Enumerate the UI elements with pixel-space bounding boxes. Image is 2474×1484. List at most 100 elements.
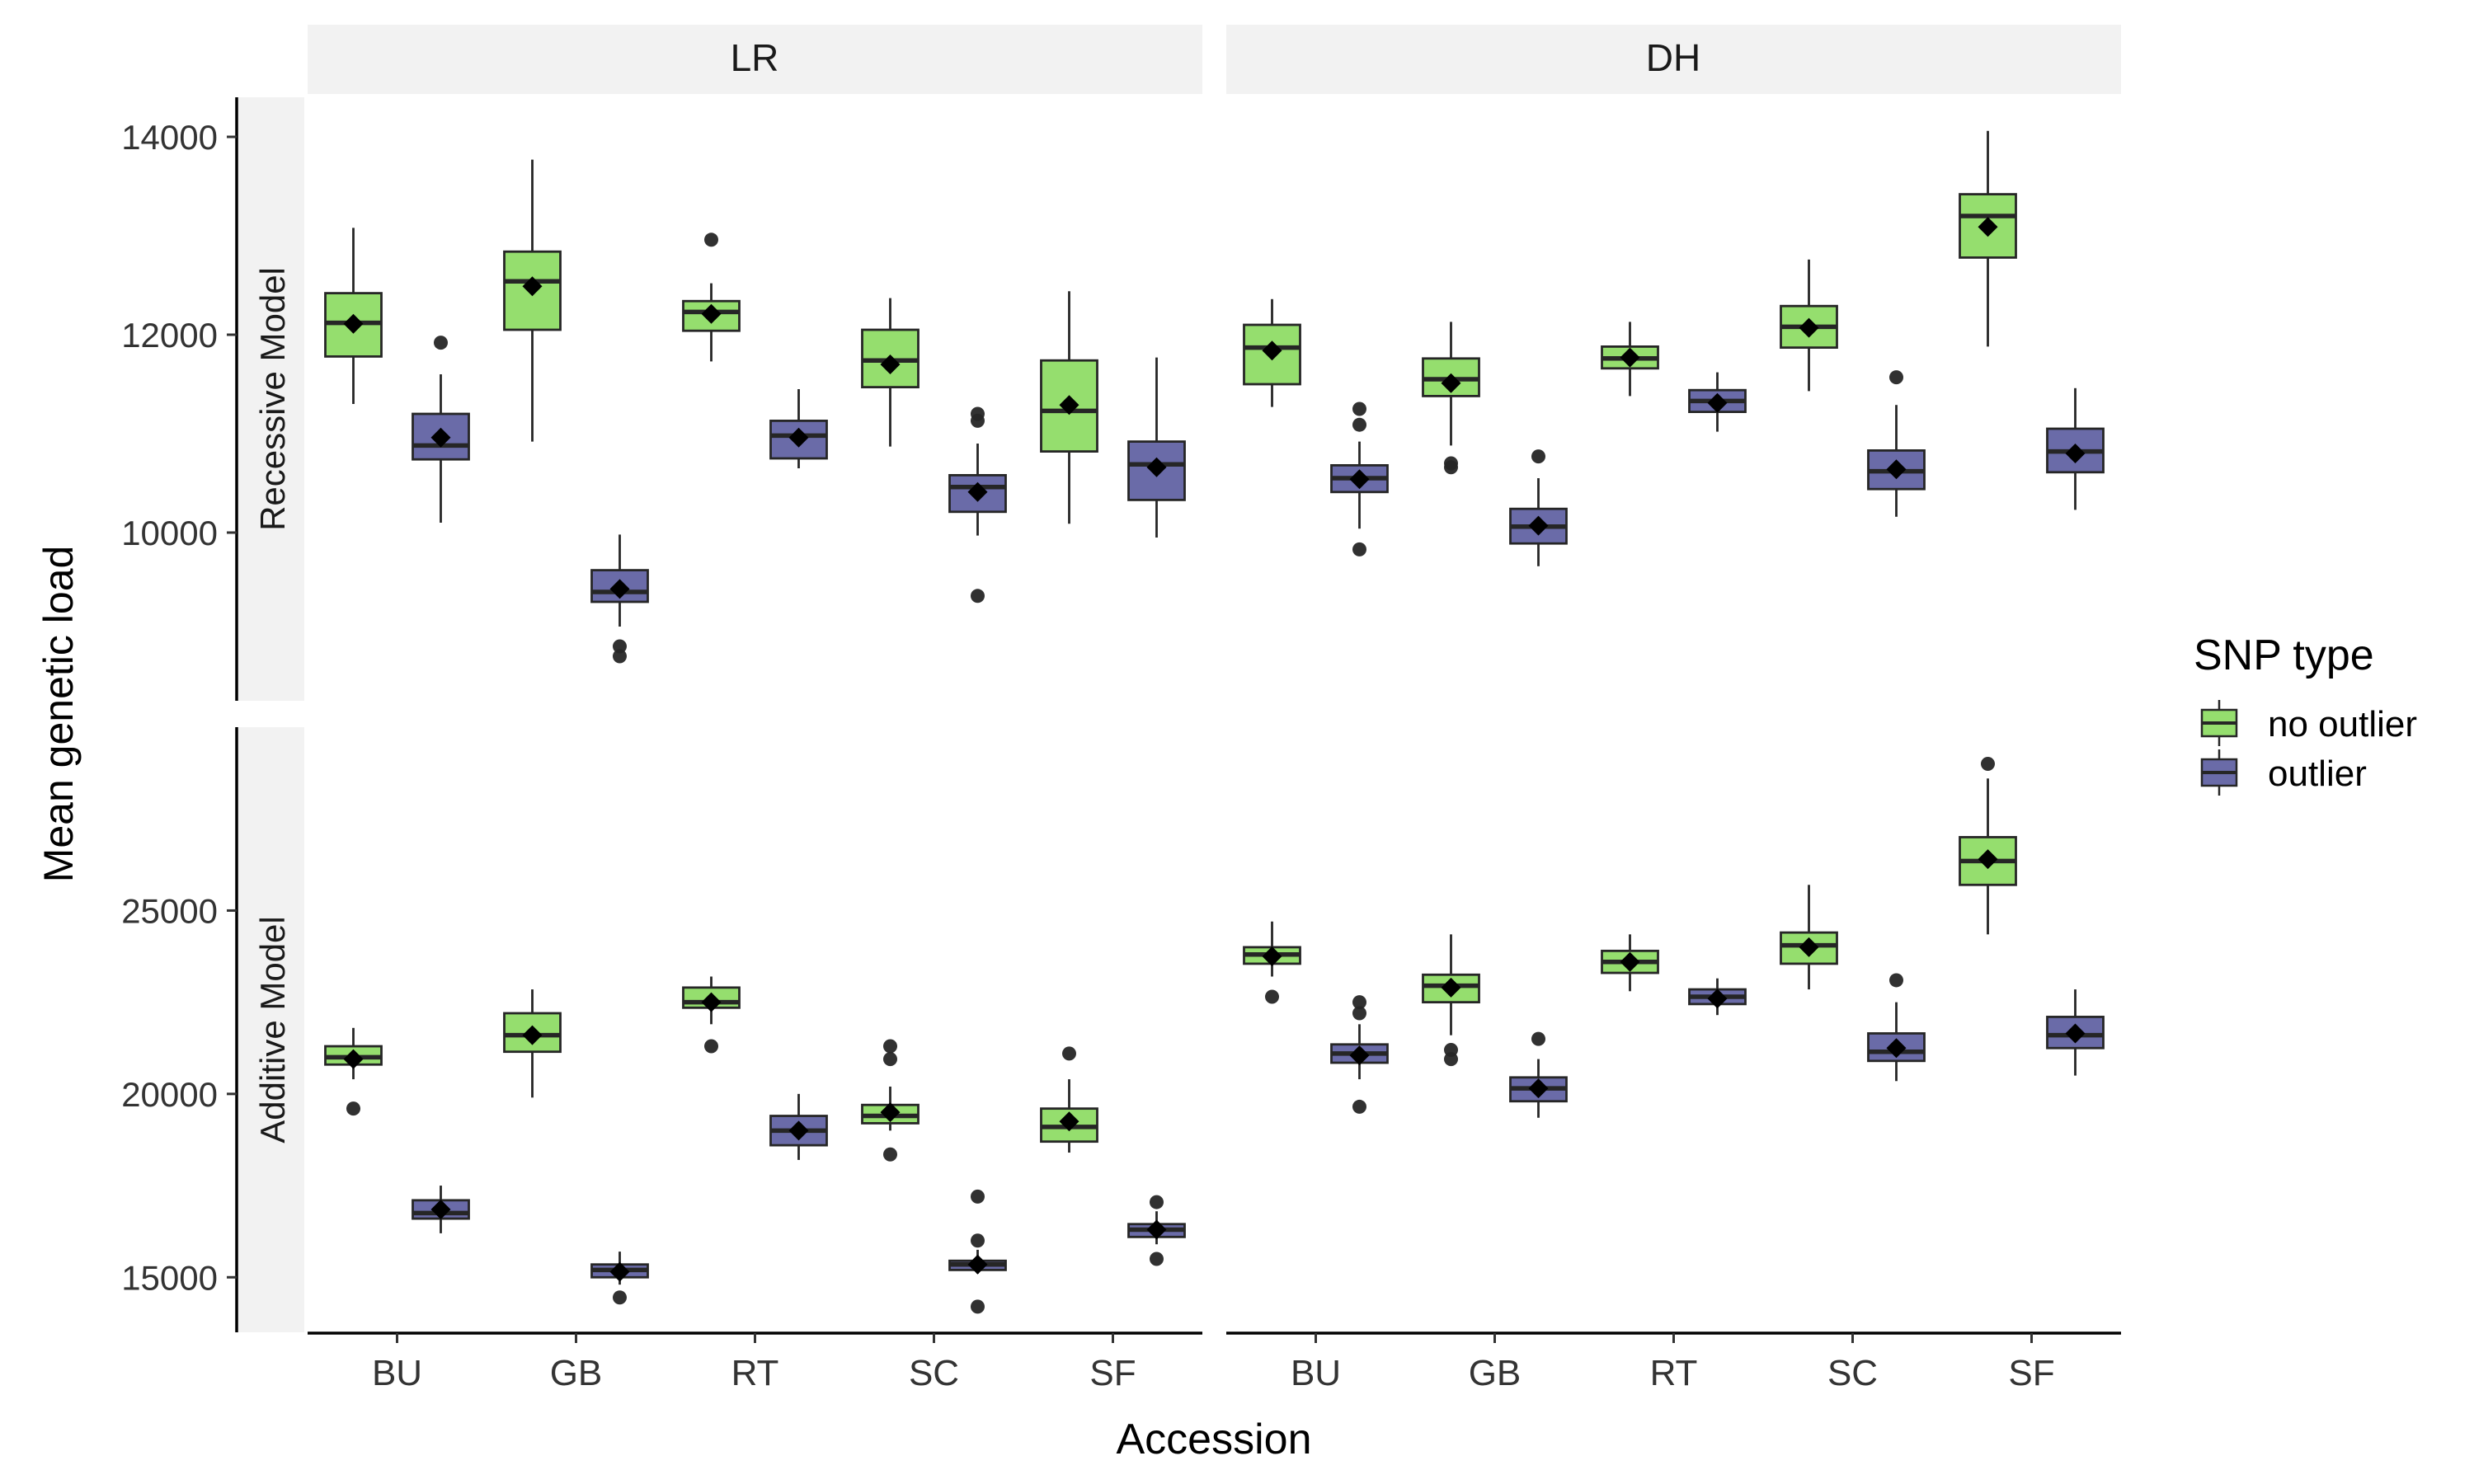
box-dh-additive-bu-outlier-outlier-2 (1352, 1099, 1366, 1114)
box-dh-additive-bu-no-outlier-mean (1262, 946, 1282, 967)
box-lr-additive-sc-outlier-mean (967, 1254, 988, 1275)
x-tick-label: GB (550, 1353, 603, 1393)
box-dh-recessive-sc-outlier-outlier-0 (1889, 370, 1903, 385)
box-dh-additive-bu-outlier-outlier-0 (1352, 995, 1366, 1010)
box-dh-recessive-sf-no-outlier-mean (1978, 217, 1998, 237)
facet-strip-additive (238, 727, 304, 1332)
y-tick-label: 20000 (121, 1075, 218, 1114)
box-dh-additive-sf-no-outlier-mean (1978, 849, 1998, 870)
box-lr-recessive-sc-no-outlier-mean (880, 355, 901, 374)
box-dh-additive-bu-no-outlier-outlier-0 (1265, 989, 1279, 1004)
box-dh-additive-sf-outlier-mean (2065, 1023, 2086, 1044)
box-lr-additive-gb-outlier-outlier-0 (613, 1290, 627, 1305)
x-tick-label: BU (1291, 1353, 1341, 1393)
facet-label-dh: DH (1646, 36, 1700, 79)
box-lr-additive-sc-outlier-outlier-0 (971, 1189, 985, 1204)
box-dh-additive-gb-no-outlier-mean (1441, 977, 1461, 998)
y-tick-label: 14000 (121, 118, 218, 157)
box-dh-recessive-gb-no-outlier-outlier-1 (1444, 460, 1458, 475)
legend-label-no-outlier: no outlier (2268, 704, 2417, 744)
x-tick-label: RT (1650, 1353, 1698, 1393)
box-lr-recessive-rt-no-outlier-mean (701, 303, 722, 324)
box-lr-additive-bu-no-outlier-outlier-0 (346, 1101, 360, 1116)
box-lr-recessive-sf-outlier-body (1127, 440, 1186, 501)
box-dh-additive-rt-outlier-mean (1707, 989, 1728, 1009)
box-dh-recessive-gb-outlier-mean (1528, 515, 1549, 536)
facet-label-recessive-model: Recessive Model (253, 267, 292, 531)
box-dh-recessive-bu-outlier-outlier-2 (1352, 542, 1366, 556)
box-lr-recessive-sc-outlier-outlier-1 (971, 413, 985, 428)
box-dh-recessive-bu-outlier-outlier-0 (1352, 402, 1366, 416)
box-lr-recessive-rt-outlier-mean (788, 427, 809, 448)
box-dh-recessive-sf-outlier-mean (2065, 444, 2086, 463)
box-lr-additive-gb-no-outlier-mean (522, 1025, 543, 1045)
box-dh-recessive-bu-outlier-outlier-1 (1352, 417, 1366, 432)
box-lr-recessive-bu-no-outlier-mean (343, 313, 364, 334)
box-dh-recessive-rt-no-outlier-mean (1620, 347, 1640, 368)
box-lr-additive-sc-no-outlier-outlier-1 (883, 1052, 897, 1067)
box-lr-recessive-sf-outlier-mean (1146, 457, 1167, 477)
box-lr-additive-sc-no-outlier-mean (880, 1102, 901, 1123)
box-dh-additive-sf-no-outlier-outlier-0 (1981, 756, 1995, 771)
box-lr-additive-bu-no-outlier-mean (343, 1049, 364, 1069)
box-dh-additive-rt-no-outlier-mean (1620, 951, 1640, 972)
x-axis-title: Accession (1117, 1416, 1312, 1463)
x-tick-label: SF (1089, 1353, 1136, 1393)
box-lr-additive-rt-no-outlier-outlier-0 (704, 1039, 718, 1054)
box-lr-additive-bu-outlier-mean (430, 1199, 451, 1219)
box-dh-recessive-bu-outlier-mean (1349, 469, 1370, 490)
facet-strip-recessive (238, 97, 304, 701)
box-lr-recessive-sc-outlier-outlier-2 (971, 589, 985, 603)
box-dh-recessive-sc-outlier-mean (1886, 459, 1907, 480)
box-lr-additive-sf-no-outlier-mean (1059, 1111, 1079, 1132)
box-lr-recessive-gb-outlier-mean (609, 579, 630, 599)
x-tick-label: SC (909, 1353, 959, 1393)
box-dh-recessive-rt-outlier-mean (1707, 392, 1728, 413)
y-axis-title: Mean genetic load (35, 546, 82, 883)
box-dh-recessive-bu-no-outlier-body (1243, 323, 1301, 386)
box-lr-recessive-gb-outlier-outlier-1 (613, 649, 627, 664)
box-lr-additive-rt-no-outlier-mean (701, 992, 722, 1012)
y-tick-label: 25000 (121, 891, 218, 930)
box-dh-recessive-sc-no-outlier-mean (1799, 317, 1819, 338)
y-tick-label: 12000 (121, 316, 218, 355)
legend-keys (2200, 700, 2238, 796)
box-dh-additive-sc-no-outlier-mean (1799, 937, 1819, 957)
x-tick-label: SC (1827, 1353, 1878, 1393)
box-lr-additive-sf-outlier-outlier-0 (1150, 1195, 1164, 1209)
box-lr-additive-rt-outlier-mean (788, 1120, 809, 1141)
box-lr-additive-sf-outlier-mean (1146, 1219, 1167, 1240)
box-dh-recessive-gb-outlier-outlier-0 (1531, 449, 1545, 464)
marks-layer (324, 130, 2105, 1314)
box-dh-additive-bu-outlier-mean (1349, 1045, 1370, 1066)
box-lr-additive-sf-no-outlier-outlier-0 (1062, 1046, 1076, 1061)
facet-label-additive-model: Additive Model (253, 916, 292, 1143)
box-lr-recessive-bu-outlier-outlier-0 (434, 336, 448, 350)
box-lr-additive-sf-outlier-outlier-1 (1150, 1252, 1164, 1266)
y-tick-label: 10000 (121, 514, 218, 552)
box-lr-recessive-gb-no-outlier-mean (522, 276, 543, 297)
box-dh-additive-sc-outlier-mean (1886, 1038, 1907, 1059)
box-dh-recessive-bu-no-outlier-mean (1262, 340, 1282, 361)
box-lr-recessive-rt-no-outlier-outlier-0 (704, 232, 718, 247)
x-tick-label: BU (372, 1353, 422, 1393)
facet-strip-lr (308, 25, 1202, 94)
facet-label-lr: LR (731, 36, 779, 79)
box-dh-additive-sc-outlier-outlier-0 (1889, 973, 1903, 988)
box-dh-additive-gb-no-outlier-outlier-1 (1444, 1052, 1458, 1067)
facet-strip-dh (1226, 25, 2121, 94)
x-tick-label: GB (1469, 1353, 1522, 1393)
box-dh-additive-gb-outlier-mean (1528, 1078, 1549, 1099)
y-tick-label: 15000 (121, 1258, 218, 1297)
legend-title: SNP type (2194, 632, 2374, 679)
box-lr-recessive-bu-outlier-mean (430, 427, 451, 448)
x-tick-label: RT (731, 1353, 779, 1393)
box-dh-additive-gb-outlier-outlier-0 (1531, 1031, 1545, 1046)
box-dh-additive-bu-outlier-outlier-1 (1352, 1006, 1366, 1021)
box-dh-recessive-gb-no-outlier-mean (1441, 373, 1461, 393)
box-lr-additive-gb-outlier-mean (609, 1261, 630, 1282)
x-tick-label: SF (2008, 1353, 2054, 1393)
box-lr-recessive-sc-outlier-mean (967, 481, 988, 502)
